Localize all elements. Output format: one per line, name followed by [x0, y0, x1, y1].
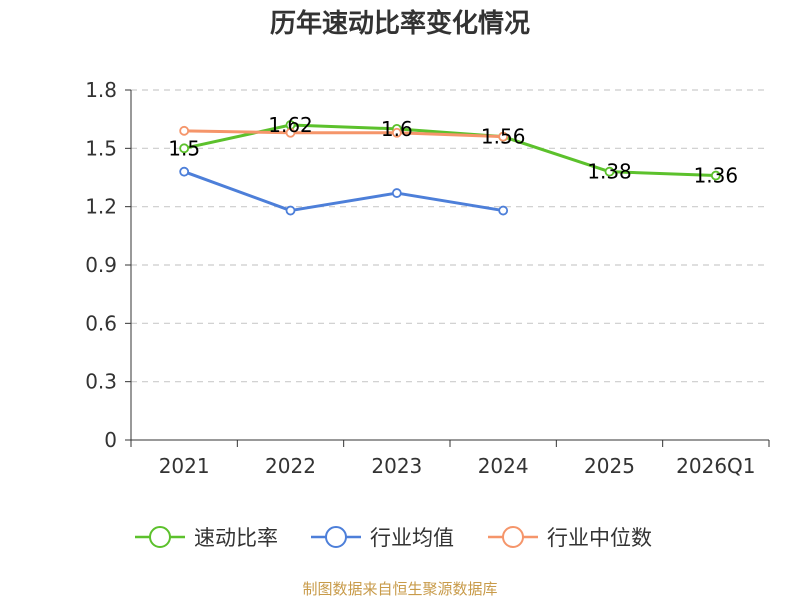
series-lines [179, 120, 721, 216]
legend: 速动比率 行业均值 行业中位数 [135, 526, 652, 550]
legend-label: 行业均值 [370, 526, 454, 550]
data-point-1 [391, 188, 402, 198]
data-point-1 [179, 166, 190, 177]
x-tick-label: 2026Q1 [676, 454, 755, 478]
data-label: 1.5 [168, 136, 200, 160]
series-line-2 [184, 129, 504, 139]
data-point-1 [285, 205, 296, 216]
data-point-2 [498, 131, 509, 142]
x-tick-label: 2025 [584, 454, 635, 478]
data-point-2 [391, 127, 402, 138]
axes: 0 0.3 0.6 0.9 1.2 1.5 1.8 2021 2022 2023 2024 2025 2… [85, 78, 770, 478]
y-tick-label: 0.9 [85, 253, 117, 277]
data-label: 1.62 [268, 113, 313, 137]
y-tick-label: 0 [104, 428, 117, 452]
data-point-0 [604, 166, 615, 177]
y-tick-label: 1.8 [85, 78, 117, 102]
data-point-2 [179, 125, 190, 136]
data-point-2 [285, 127, 296, 138]
data-point-0 [179, 143, 190, 154]
series-line-0 [183, 123, 716, 178]
legend-label: 速动比率 [194, 526, 278, 550]
y-tick-label: 0.6 [85, 311, 117, 335]
legend-marker [502, 526, 524, 548]
data-label: 1.38 [587, 160, 632, 184]
source-note: 制图数据来自恒生聚源数据库 [302, 580, 497, 598]
x-tick-label: 2023 [371, 454, 422, 478]
x-tick-label: 2024 [478, 454, 529, 478]
series-line-1 [183, 170, 504, 213]
x-tick-label: 2022 [265, 454, 316, 478]
y-tick-label: 1.5 [85, 136, 117, 160]
chart-title: 历年速动比率变化情况 [270, 8, 530, 39]
data-point-1 [498, 205, 509, 216]
data-point-0 [710, 170, 721, 181]
data-label: 1.56 [481, 125, 526, 149]
y-tick-label: 1.2 [85, 195, 117, 219]
data-label: 1.6 [381, 117, 413, 141]
x-tick-label: 2021 [159, 454, 210, 478]
legend-marker [149, 526, 171, 548]
legend-marker [325, 526, 347, 548]
y-tick-label: 0.3 [85, 370, 117, 394]
data-label: 1.36 [694, 164, 739, 188]
legend-label: 行业中位数 [547, 526, 652, 550]
data-labels: 1.5 1.62 1.6 1.56 1.38 1.36 [168, 113, 738, 188]
grid-lines [131, 89, 769, 383]
